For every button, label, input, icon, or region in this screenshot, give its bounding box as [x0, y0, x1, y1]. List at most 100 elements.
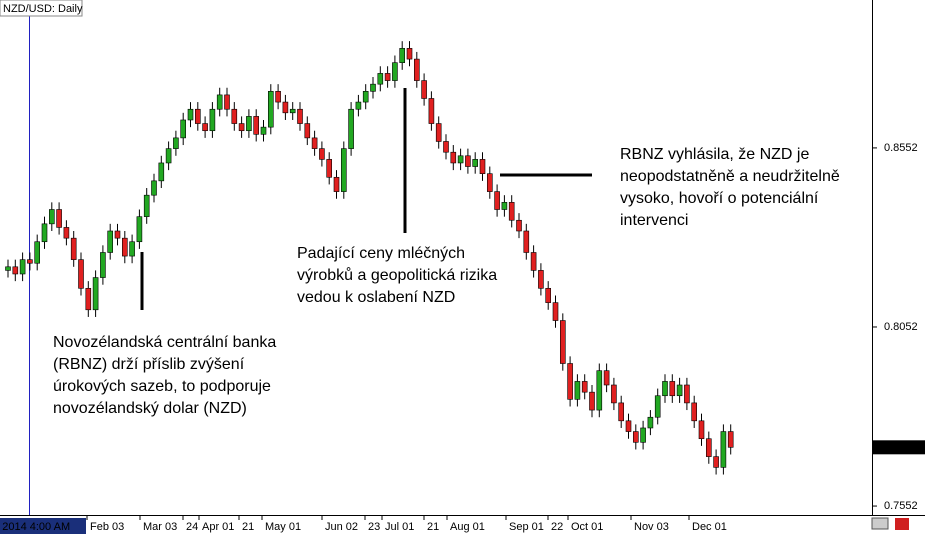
candle-body	[640, 427, 646, 443]
candle-body	[508, 202, 515, 221]
candle-body	[107, 230, 113, 253]
candle-body	[567, 363, 573, 400]
annotation: vysoko, hovoří o potenciální	[620, 190, 819, 207]
x-tick-label: Sep 01	[509, 521, 544, 533]
candle-body	[12, 266, 19, 275]
chart-title: NZD/USD: Daily	[3, 3, 83, 15]
candle-body	[92, 277, 99, 311]
candle-body	[428, 98, 435, 124]
candle-body	[676, 384, 683, 397]
candle-body	[202, 123, 208, 132]
candle-body	[450, 151, 457, 164]
candle-body	[253, 116, 259, 135]
candle-body	[443, 141, 449, 153]
candle-body	[523, 230, 530, 253]
candle-body	[326, 159, 333, 178]
candle-body	[231, 108, 238, 124]
candle-body	[143, 194, 150, 217]
candle-body	[297, 108, 303, 124]
shift-icon[interactable]	[895, 518, 909, 530]
candle-body	[333, 176, 340, 192]
x-tick-label: Mar 03	[143, 521, 177, 533]
candle-body	[691, 402, 698, 422]
x-tick-label: 24	[186, 521, 198, 533]
annotation: novozélandský dolar (NZD)	[53, 400, 247, 417]
x-tick-label: Jun 02	[325, 521, 358, 533]
annotation: Novozélandská centrální banka	[53, 334, 276, 351]
candle-body	[589, 391, 595, 411]
candle-body	[216, 94, 223, 110]
annotation: RBNZ vyhlásila, že NZD je	[620, 146, 809, 163]
candle-body	[421, 80, 427, 99]
title-box	[0, 0, 83, 17]
x-tick-label: May 01	[265, 521, 301, 533]
candle-body	[289, 108, 296, 114]
candle-body	[662, 381, 668, 397]
x-tick-label: 22	[551, 521, 563, 533]
y-tick-label: 0.8552	[884, 142, 918, 154]
candle-body	[27, 259, 33, 264]
candle-body	[136, 216, 143, 243]
candle-body	[611, 384, 617, 404]
x-tick-label: Nov 03	[634, 521, 669, 533]
x-tick-label: 21	[427, 521, 439, 533]
candle-body	[41, 223, 48, 243]
scroll-icon[interactable]	[871, 517, 889, 530]
candle-body	[246, 116, 252, 132]
candle-body	[625, 420, 632, 432]
cursor-date-box	[0, 518, 86, 534]
candle-body	[406, 48, 413, 60]
candle-body	[180, 119, 186, 139]
candle-body	[435, 123, 442, 142]
candle-body	[654, 395, 661, 418]
candle-body	[632, 431, 639, 443]
x-tick-label: Feb 03	[90, 521, 124, 533]
candle-body	[713, 456, 719, 468]
candle-body	[581, 381, 588, 393]
last-price-label: 0.7716	[893, 441, 925, 453]
candle-body	[516, 219, 522, 232]
candle-body	[494, 191, 500, 210]
candle-body	[618, 402, 625, 422]
candle-body	[224, 94, 230, 110]
candle-body	[574, 381, 581, 400]
candle-body	[552, 302, 559, 321]
candle-body	[56, 209, 62, 228]
candle-body	[209, 108, 216, 132]
candle-body	[530, 252, 537, 271]
candle-body	[596, 370, 603, 411]
x-tick-label: Aug 01	[450, 521, 485, 533]
candle-body	[399, 48, 406, 63]
annotation: Padající ceny mléčných	[297, 245, 465, 262]
candle-body	[187, 108, 194, 121]
candle-body	[392, 62, 398, 81]
x-tick-label: 3, 2014 4:00 AM	[0, 521, 70, 533]
annotation: intervenci	[620, 212, 688, 229]
candle-body	[669, 381, 676, 397]
candle-body	[355, 101, 362, 110]
candle-body	[63, 227, 70, 239]
candle-body	[85, 287, 92, 311]
annotation: (RBNZ) drží příslib zvýšení	[53, 356, 245, 373]
candle-body	[70, 237, 77, 260]
candle-body	[370, 83, 376, 92]
candle-body	[304, 123, 311, 139]
candle-body	[720, 431, 727, 468]
candle-body	[377, 73, 384, 85]
candle-body	[698, 420, 705, 440]
candle-body	[705, 438, 712, 457]
x-tick-label: Apr 01	[202, 521, 234, 533]
annotation: neopodstatněně a neudržitelně	[620, 168, 840, 185]
candle-body	[684, 384, 690, 404]
x-tick-label: Dec 01	[692, 521, 727, 533]
annotation: úrokových sazeb, to podporuje	[53, 378, 271, 395]
candle-body	[114, 230, 121, 239]
candle-body	[538, 270, 544, 289]
candle-body	[603, 370, 610, 386]
candle-body	[78, 259, 84, 289]
x-tick-label: Oct 01	[571, 521, 603, 533]
candle-body	[151, 180, 157, 196]
candle-body	[275, 91, 281, 103]
candle-body	[100, 252, 106, 278]
